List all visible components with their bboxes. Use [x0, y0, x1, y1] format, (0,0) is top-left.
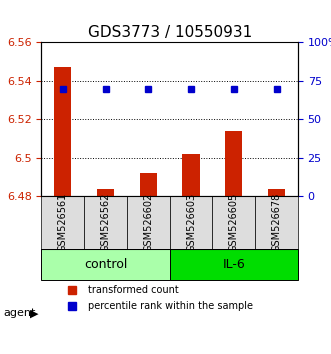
Text: GSM526678: GSM526678 [271, 193, 282, 252]
Text: GSM526605: GSM526605 [229, 193, 239, 252]
FancyBboxPatch shape [41, 196, 84, 249]
Text: agent: agent [3, 308, 36, 318]
Text: transformed count: transformed count [87, 285, 178, 295]
Bar [97, 189, 114, 196]
FancyBboxPatch shape [255, 196, 298, 249]
Text: GSM526602: GSM526602 [143, 193, 153, 252]
FancyBboxPatch shape [169, 249, 298, 280]
Text: GSM526561: GSM526561 [58, 193, 68, 252]
Text: GSM526603: GSM526603 [186, 193, 196, 252]
FancyBboxPatch shape [84, 196, 127, 249]
Text: percentile rank within the sample: percentile rank within the sample [87, 301, 253, 311]
Bar [54, 68, 71, 196]
FancyBboxPatch shape [169, 196, 213, 249]
FancyBboxPatch shape [41, 249, 169, 280]
Bar [268, 189, 285, 196]
Text: IL-6: IL-6 [222, 258, 245, 271]
Title: GDS3773 / 10550931: GDS3773 / 10550931 [87, 25, 252, 40]
Bar [182, 154, 200, 196]
FancyBboxPatch shape [213, 196, 255, 249]
FancyBboxPatch shape [127, 196, 169, 249]
Bar [225, 131, 242, 196]
Text: control: control [84, 258, 127, 271]
Text: GSM526562: GSM526562 [101, 193, 111, 252]
Bar [140, 173, 157, 196]
Text: ▶: ▶ [30, 308, 38, 318]
